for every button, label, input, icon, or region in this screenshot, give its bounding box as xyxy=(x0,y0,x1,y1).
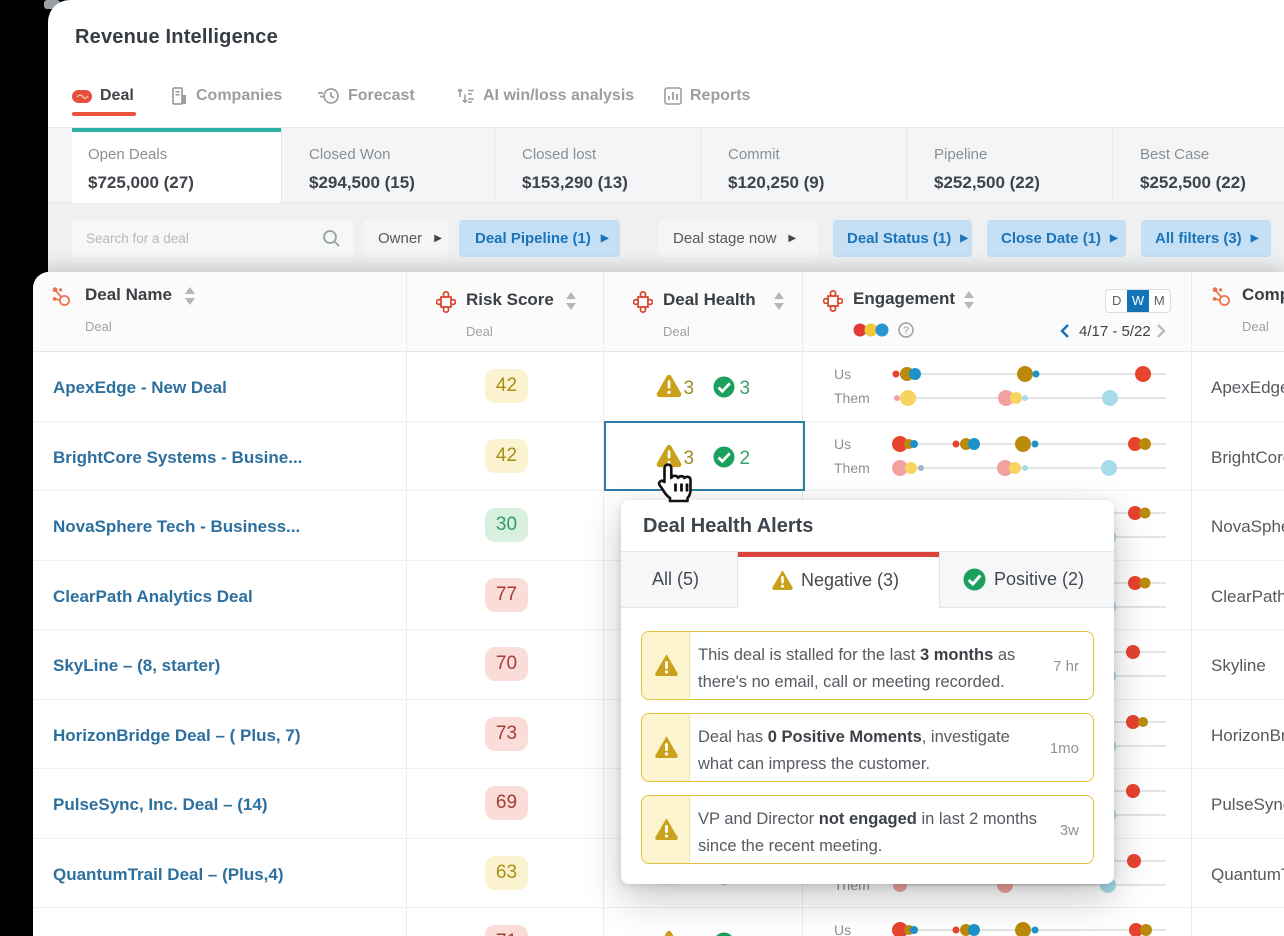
svg-text:1: 1 xyxy=(740,934,751,936)
svg-text:3: 3 xyxy=(684,378,695,399)
svg-text:2: 2 xyxy=(740,448,751,469)
svg-text:3: 3 xyxy=(740,378,751,399)
svg-text:?: ? xyxy=(903,325,909,337)
svg-text:3: 3 xyxy=(684,934,695,936)
svg-text:3: 3 xyxy=(684,448,695,469)
